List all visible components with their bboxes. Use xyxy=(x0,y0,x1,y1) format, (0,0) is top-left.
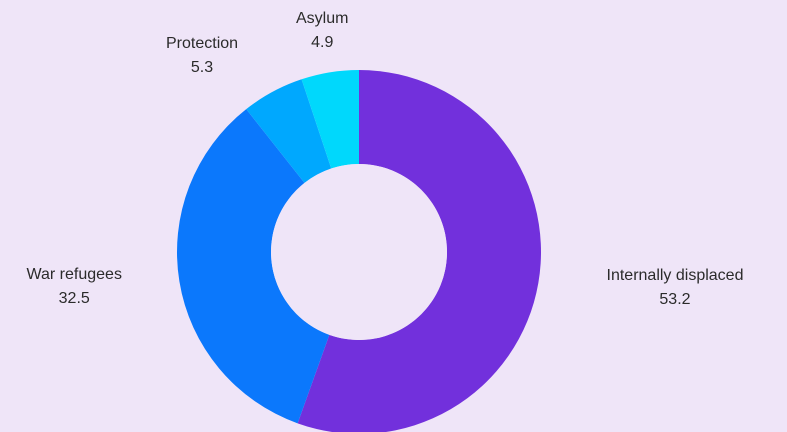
slice-label-war-refugees: War refugees 32.5 xyxy=(27,263,122,311)
slice-war-refugees xyxy=(176,109,330,424)
slice-label-value: 53.2 xyxy=(659,291,691,308)
donut-hole xyxy=(271,164,447,340)
slice-label-internally-displaced: Internally displaced 53.2 xyxy=(607,264,744,312)
slice-label-asylum: Asylum 4.9 xyxy=(296,7,348,55)
slice-label-value: 32.5 xyxy=(58,290,90,307)
slice-internally-displaced xyxy=(297,70,541,432)
slice-label-name: Protection xyxy=(166,35,239,52)
slice-label-protection: Protection 5.3 xyxy=(166,32,238,80)
slice-label-value: 5.3 xyxy=(190,59,214,76)
slice-label-name: Internally displaced xyxy=(606,267,744,284)
slice-label-value: 4.9 xyxy=(311,34,334,51)
slice-protection xyxy=(246,79,332,183)
slice-label-name: Asylum xyxy=(296,10,349,27)
slice-label-name: War refugees xyxy=(26,266,122,283)
slice-asylum xyxy=(301,70,359,169)
